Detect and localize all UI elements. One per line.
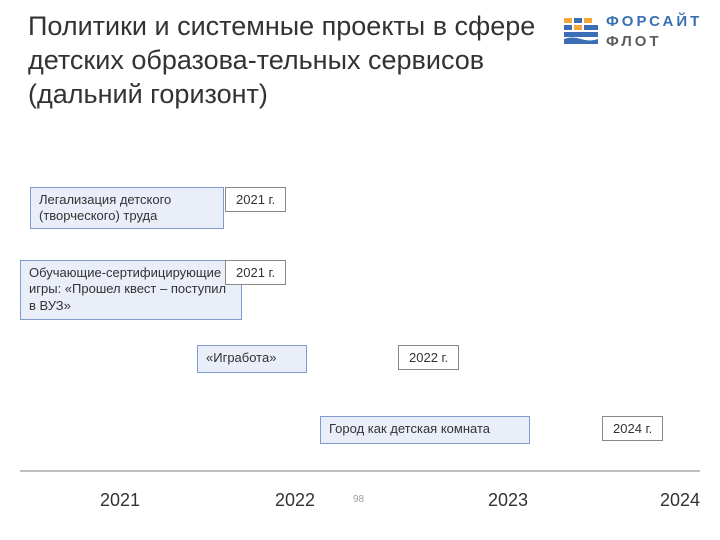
year-box-1: 2021 г. [225,187,286,212]
timeline-divider [20,470,700,472]
item-box-2: Обучающие-сертифицирующие игры: «Прошел … [20,260,242,320]
page-number: 98 [353,494,364,505]
axis-year-3: 2023 [488,490,528,511]
year-box-3: 2022 г. [398,345,459,370]
slide-root: Политики и системные проекты в сфере дет… [0,0,720,540]
brand-line-2: ФЛОТ [606,32,702,52]
axis-year-2: 2022 [275,490,315,511]
item-box-4: Город как детская комната [320,416,530,444]
axis-year-4: 2024 [660,490,700,511]
item-box-1: Легализация детского (творческого) труда [30,187,224,229]
flag-icon [564,16,598,46]
axis-year-1: 2021 [100,490,140,511]
brand-logo: ФОРСАЙТ ФЛОТ [564,12,694,52]
item-box-3: «Игработа» [197,345,307,373]
slide-title: Политики и системные проекты в сфере дет… [28,10,568,111]
year-box-4: 2024 г. [602,416,663,441]
year-box-2: 2021 г. [225,260,286,285]
brand-text: ФОРСАЙТ ФЛОТ [606,12,702,51]
brand-line-1: ФОРСАЙТ [606,12,702,32]
